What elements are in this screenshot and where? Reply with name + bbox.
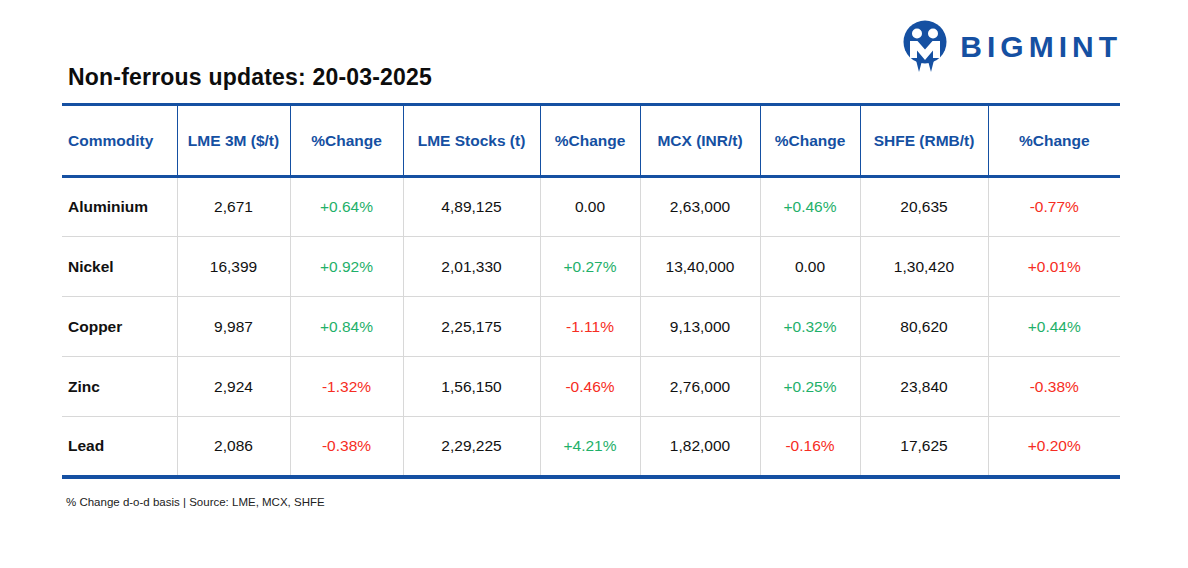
cell-shfe-change: +0.44%	[988, 297, 1120, 357]
cell-mcx: 9,13,000	[640, 297, 760, 357]
column-header-commodity: Commodity	[62, 105, 177, 177]
cell-mcx-change: -0.16%	[760, 417, 860, 477]
cell-shfe: 23,840	[860, 357, 988, 417]
cell-lme-stocks: 2,01,330	[403, 237, 540, 297]
table-body: Aluminium2,671+0.64%4,89,1250.002,63,000…	[62, 177, 1120, 477]
cell-mcx-change: +0.32%	[760, 297, 860, 357]
commodity-name: Zinc	[62, 357, 177, 417]
brand-logo: BIGMINT	[902, 20, 1122, 73]
page-title: Non-ferrous updates: 20-03-2025	[68, 64, 432, 91]
cell-lme-3m: 9,987	[177, 297, 290, 357]
cell-shfe-change: -0.38%	[988, 357, 1120, 417]
cell-lme-stocks: 2,29,225	[403, 417, 540, 477]
column-header-mcx-change: %Change	[760, 105, 860, 177]
cell-lme-3m-change: +0.64%	[290, 177, 403, 237]
commodity-name: Lead	[62, 417, 177, 477]
cell-lme-3m-change: +0.92%	[290, 237, 403, 297]
cell-mcx: 1,82,000	[640, 417, 760, 477]
cell-mcx: 2,63,000	[640, 177, 760, 237]
commodity-name: Copper	[62, 297, 177, 357]
column-header-shfe-change: %Change	[988, 105, 1120, 177]
cell-mcx: 2,76,000	[640, 357, 760, 417]
cell-lme-stocks: 4,89,125	[403, 177, 540, 237]
cell-shfe: 80,620	[860, 297, 988, 357]
cell-shfe-change: +0.01%	[988, 237, 1120, 297]
commodity-name: Aluminium	[62, 177, 177, 237]
cell-mcx-change: 0.00	[760, 237, 860, 297]
cell-lme-stocks-change: -1.11%	[540, 297, 640, 357]
cell-mcx: 13,40,000	[640, 237, 760, 297]
brand-name: BIGMINT	[960, 32, 1122, 62]
table-row-copper: Copper9,987+0.84%2,25,175-1.11%9,13,000+…	[62, 297, 1120, 357]
cell-lme-3m-change: +0.84%	[290, 297, 403, 357]
cell-shfe: 17,625	[860, 417, 988, 477]
commodity-name: Nickel	[62, 237, 177, 297]
column-header-mcx: MCX (INR/t)	[640, 105, 760, 177]
cell-shfe: 20,635	[860, 177, 988, 237]
table-row-zinc: Zinc2,924-1.32%1,56,150-0.46%2,76,000+0.…	[62, 357, 1120, 417]
cell-lme-3m: 2,671	[177, 177, 290, 237]
table-row-lead: Lead2,086-0.38%2,29,225+4.21%1,82,000-0.…	[62, 417, 1120, 477]
table-row-aluminium: Aluminium2,671+0.64%4,89,1250.002,63,000…	[62, 177, 1120, 237]
column-header-shfe: SHFE (RMB/t)	[860, 105, 988, 177]
cell-lme-3m: 16,399	[177, 237, 290, 297]
cell-lme-3m: 2,086	[177, 417, 290, 477]
report-page: BIGMINT Non-ferrous updates: 20-03-2025 …	[0, 0, 1188, 568]
cell-shfe: 1,30,420	[860, 237, 988, 297]
cell-mcx-change: +0.25%	[760, 357, 860, 417]
footnote: % Change d-o-d basis | Source: LME, MCX,…	[66, 496, 325, 508]
column-header-lme-3m: LME 3M ($/t)	[177, 105, 290, 177]
cell-lme-3m: 2,924	[177, 357, 290, 417]
bigmint-logo-icon	[902, 20, 948, 73]
column-header-lme-3m-change: %Change	[290, 105, 403, 177]
column-header-lme-stocks: LME Stocks (t)	[403, 105, 540, 177]
cell-lme-3m-change: -1.32%	[290, 357, 403, 417]
cell-mcx-change: +0.46%	[760, 177, 860, 237]
cell-lme-3m-change: -0.38%	[290, 417, 403, 477]
cell-lme-stocks: 1,56,150	[403, 357, 540, 417]
column-header-lme-stocks-change: %Change	[540, 105, 640, 177]
table-header-row: CommodityLME 3M ($/t)%ChangeLME Stocks (…	[62, 105, 1120, 177]
cell-shfe-change: +0.20%	[988, 417, 1120, 477]
cell-lme-stocks-change: +0.27%	[540, 237, 640, 297]
cell-lme-stocks-change: +4.21%	[540, 417, 640, 477]
table-row-nickel: Nickel16,399+0.92%2,01,330+0.27%13,40,00…	[62, 237, 1120, 297]
commodity-table: CommodityLME 3M ($/t)%ChangeLME Stocks (…	[62, 103, 1120, 479]
cell-lme-stocks: 2,25,175	[403, 297, 540, 357]
cell-lme-stocks-change: -0.46%	[540, 357, 640, 417]
cell-shfe-change: -0.77%	[988, 177, 1120, 237]
cell-lme-stocks-change: 0.00	[540, 177, 640, 237]
